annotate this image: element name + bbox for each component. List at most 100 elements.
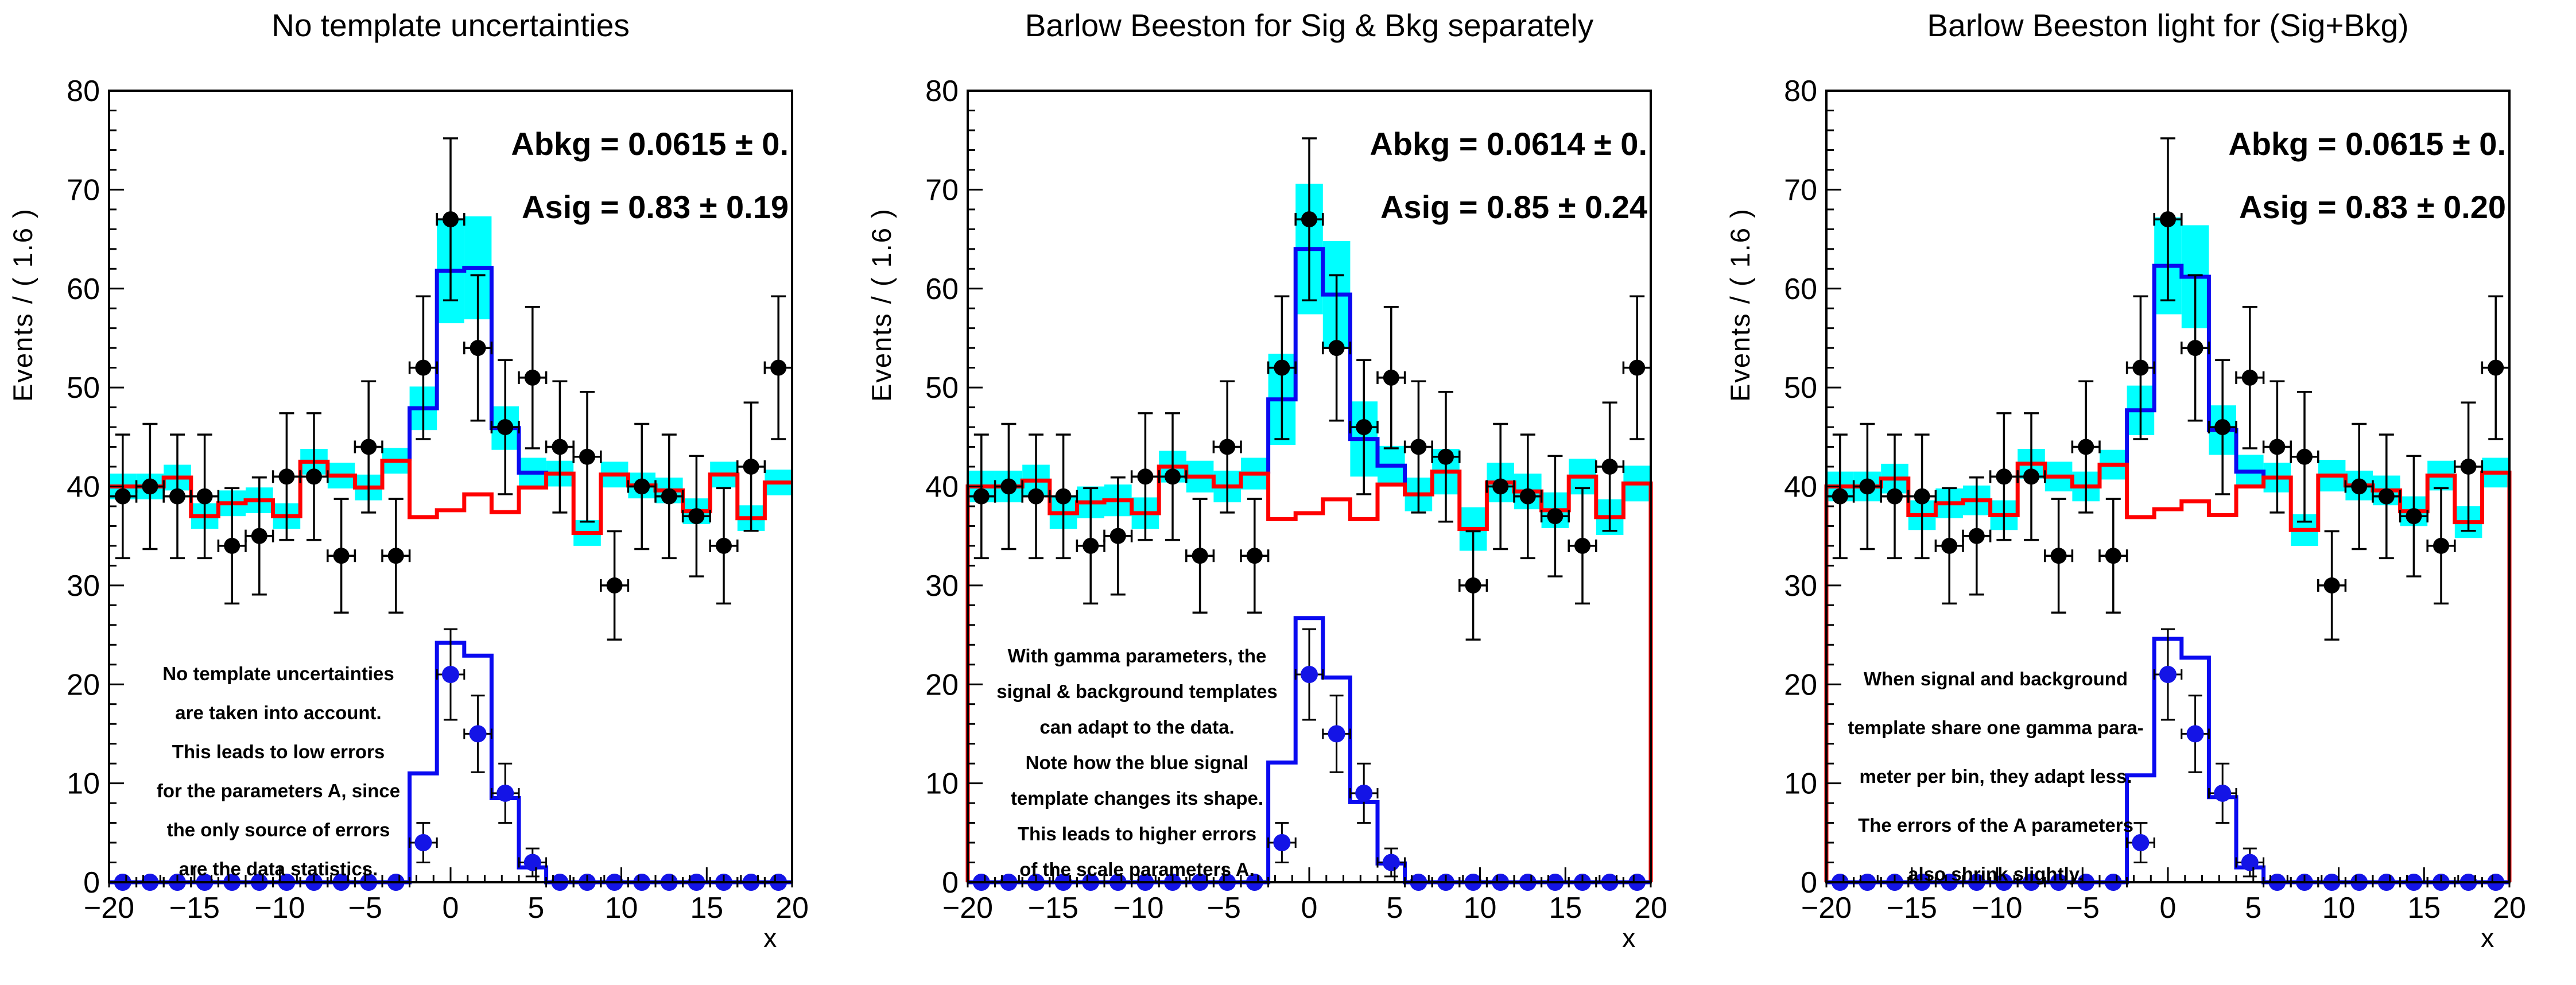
annotation-text: When signal and background template shar… — [1835, 654, 2156, 898]
data-marker — [306, 468, 322, 485]
data-marker — [278, 468, 295, 485]
data-marker — [2460, 459, 2477, 475]
annotation-text: With gamma parameters, the signal & back… — [976, 638, 1298, 887]
y-tick-label: 80 — [67, 75, 100, 108]
x-tick-label: −15 — [1028, 891, 1078, 925]
data-points — [1825, 137, 2511, 641]
data-marker — [2269, 439, 2286, 455]
data-marker — [1465, 577, 1481, 594]
annotation-line: are taken into account. — [175, 702, 382, 723]
data-points — [108, 137, 793, 641]
y-tick-label: 60 — [925, 273, 959, 306]
x-axis-title: x — [2481, 922, 2494, 953]
data-marker — [1438, 448, 1454, 465]
template-marker — [2132, 834, 2150, 851]
y-tick-label: 20 — [925, 668, 959, 701]
data-marker — [1028, 488, 1044, 505]
x-tick-label: 5 — [527, 891, 544, 925]
y-tick-label: 40 — [925, 471, 959, 504]
x-tick-label: 5 — [1386, 891, 1403, 925]
y-tick-label: 0 — [1801, 866, 1817, 899]
background-model-line — [1824, 462, 2512, 882]
plot-svg-2: 0 10 20 30 40 50 60 70 80 −20 −15 −10 −5 0 5 10 15 20 — [925, 75, 1667, 925]
data-marker — [169, 488, 185, 505]
x-tick-label: 10 — [2322, 891, 2356, 925]
annotation-line: of the scale parameters A. — [1019, 859, 1255, 880]
abkg-value: Abkg = 0.0614 ± 0. — [1370, 126, 1647, 162]
data-marker — [2187, 340, 2203, 356]
y-tick-label: 50 — [925, 371, 959, 405]
asig-value: Asig = 0.85 ± 0.24 — [1380, 189, 1647, 225]
data-marker — [2296, 448, 2313, 465]
data-marker — [1601, 459, 1618, 475]
data-marker — [606, 577, 623, 594]
x-tick-label: 0 — [443, 891, 459, 925]
asig-value: Asig = 0.83 ± 0.20 — [2239, 189, 2506, 225]
data-marker — [443, 211, 459, 228]
x-tick-label: 5 — [2245, 891, 2261, 925]
annotation-line: With gamma parameters, the — [1007, 645, 1267, 666]
template-marker — [1382, 854, 1400, 871]
y-tick-label: 70 — [1784, 173, 1817, 207]
x-tick-label: 0 — [2160, 891, 2177, 925]
data-marker — [1328, 340, 1345, 356]
x-tick-label: −20 — [84, 891, 134, 925]
data-marker — [224, 537, 240, 554]
data-marker — [1246, 548, 1263, 564]
abkg-value: Abkg = 0.0615 ± 0. — [2228, 126, 2506, 162]
annotation-line: When signal and background — [1863, 668, 2128, 689]
data-marker — [524, 369, 541, 386]
y-axis-title: Events / ( 1.6 ) — [866, 208, 897, 402]
data-marker — [1109, 528, 1126, 544]
y-tick-label: 10 — [925, 767, 959, 801]
template-marker — [469, 725, 487, 743]
data-marker — [1219, 439, 1236, 455]
x-tick-label: −5 — [1207, 891, 1241, 925]
template-marker — [2241, 854, 2259, 871]
y-tick-label: 40 — [1784, 471, 1817, 504]
annotation-line: signal & background templates — [996, 681, 1278, 702]
data-marker — [1301, 211, 1317, 228]
annotation-line: can adapt to the data. — [1039, 716, 1235, 738]
data-marker — [2351, 478, 2368, 495]
x-tick-label: −15 — [169, 891, 220, 925]
y-tick-label: 70 — [67, 173, 100, 207]
y-tick-label: 10 — [67, 767, 100, 801]
data-marker — [415, 359, 432, 376]
data-marker — [1083, 537, 1099, 554]
y-tick-label: 50 — [67, 371, 100, 405]
data-marker — [2078, 439, 2094, 455]
data-marker — [1547, 508, 1564, 525]
x-tick-label: −5 — [348, 891, 382, 925]
data-marker — [1996, 468, 2012, 485]
y-tick-label: 80 — [1784, 75, 1817, 108]
data-marker — [333, 548, 350, 564]
data-marker — [1941, 537, 1958, 554]
data-marker — [1914, 488, 1930, 505]
data-marker — [634, 478, 650, 495]
x-tick-label: −15 — [1887, 891, 1937, 925]
data-marker — [251, 528, 267, 544]
x-tick-label: 20 — [2493, 891, 2526, 925]
data-marker — [1356, 419, 1372, 436]
data-marker — [2488, 359, 2504, 376]
data-marker — [2050, 548, 2067, 564]
fit-parameter-box: Abkg = 0.0614 ± 0. Asig = 0.85 ± 0.24 — [1226, 113, 1647, 239]
y-tick-label: 50 — [1784, 371, 1817, 405]
data-marker — [1574, 537, 1590, 554]
data-marker — [552, 439, 568, 455]
y-tick-label: 0 — [942, 866, 959, 899]
data-marker — [1383, 369, 1399, 386]
x-tick-label: 10 — [605, 891, 638, 925]
x-tick-label: 15 — [1549, 891, 1582, 925]
data-marker — [2105, 548, 2121, 564]
data-marker — [1968, 528, 1985, 544]
panel-no-template-uncertainties: 0 10 20 30 40 50 60 70 80 −20 −15 −10 −5 0 5 10 15 20 No … — [0, 0, 859, 985]
data-marker — [1274, 359, 1290, 376]
axis-ticks — [1825, 90, 2511, 883]
panel-barlow-beeston-light: 0 10 20 30 40 50 60 70 80 −20 −15 −10 −5 0 5 10 15 20 Bar… — [1717, 0, 2576, 985]
axis-tick-labels: 0 10 20 30 40 50 60 70 80 −20 −15 −10 −5 0 5 10 15 20 — [925, 75, 1667, 925]
data-marker — [1137, 468, 1154, 485]
data-marker — [1055, 488, 1072, 505]
panel-barlow-beeston-separate: 0 10 20 30 40 50 60 70 80 −20 −15 −10 −5 0 5 10 15 20 Bar… — [859, 0, 1717, 985]
